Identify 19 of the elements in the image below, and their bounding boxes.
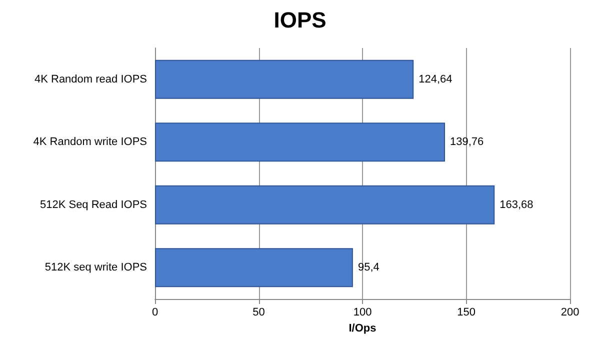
y-tick-label: 4K Random write IOPS (33, 136, 147, 148)
bar (155, 60, 414, 99)
y-tick-label: 4K Random read IOPS (34, 73, 147, 86)
data-label: 124,64 (418, 73, 452, 86)
x-axis-title: I/Ops (348, 322, 376, 334)
chart-title: IOPS (274, 8, 326, 32)
data-label: 139,76 (450, 136, 484, 148)
bar (155, 185, 495, 224)
x-tick-label: 100 (353, 306, 372, 318)
y-tick-label: 512K seq write IOPS (44, 262, 147, 274)
bar (155, 122, 445, 162)
y-tick-label: 512K Seq Read IOPS (40, 198, 147, 211)
x-tick-label: 150 (457, 306, 476, 318)
bar (155, 248, 353, 288)
data-label: 95,4 (358, 262, 380, 274)
x-tick-label: 50 (252, 306, 265, 318)
x-tick-label: 0 (152, 306, 158, 318)
x-tick-label: 200 (560, 306, 580, 318)
data-label: 163,68 (500, 198, 534, 211)
